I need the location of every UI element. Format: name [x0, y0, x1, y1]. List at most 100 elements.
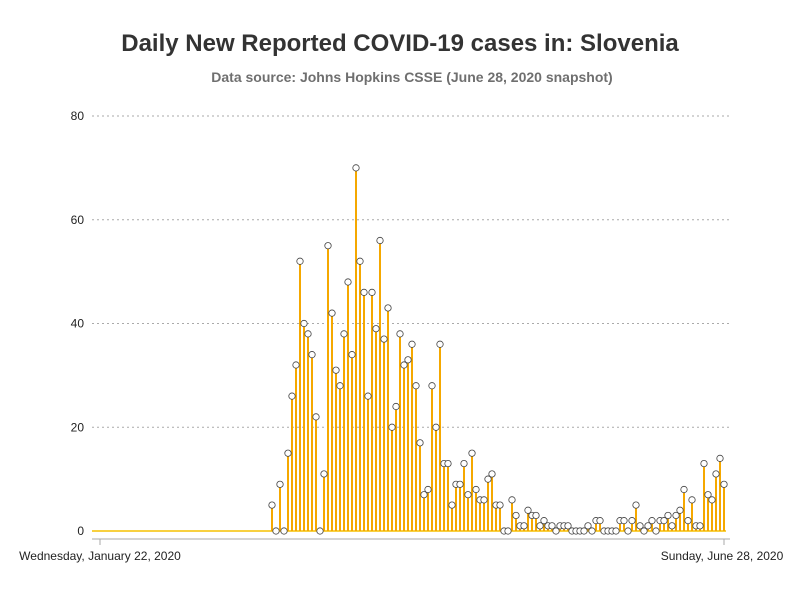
- data-point[interactable]: [512, 511, 520, 520]
- data-point[interactable]: [300, 319, 308, 328]
- data-point[interactable]: [540, 517, 548, 525]
- data-point[interactable]: [480, 496, 488, 504]
- data-point[interactable]: [396, 330, 404, 338]
- data-point[interactable]: [332, 366, 340, 374]
- data-point[interactable]: [712, 470, 720, 478]
- data-point[interactable]: [424, 485, 432, 494]
- data-point[interactable]: [468, 449, 476, 457]
- data-point[interactable]: [276, 480, 284, 488]
- data-point[interactable]: [376, 236, 384, 245]
- data-point[interactable]: [432, 423, 440, 431]
- data-point[interactable]: [420, 491, 428, 499]
- data-point[interactable]: [328, 309, 336, 317]
- data-point[interactable]: [428, 382, 436, 390]
- data-point[interactable]: [644, 522, 652, 530]
- data-point[interactable]: [564, 522, 572, 530]
- data-point[interactable]: [652, 527, 660, 535]
- data-point[interactable]: [364, 392, 372, 400]
- data-point[interactable]: [308, 351, 316, 359]
- data-point[interactable]: [596, 517, 604, 525]
- data-point[interactable]: [412, 382, 420, 390]
- data-point[interactable]: [312, 413, 320, 421]
- data-point[interactable]: [360, 288, 368, 296]
- data-point[interactable]: [280, 527, 288, 535]
- data-point[interactable]: [584, 522, 592, 530]
- data-point[interactable]: [400, 361, 408, 369]
- data-point[interactable]: [304, 330, 312, 338]
- data-point[interactable]: [660, 517, 668, 525]
- data-point[interactable]: [688, 496, 696, 504]
- data-point[interactable]: [436, 340, 444, 348]
- data-point[interactable]: [388, 423, 396, 431]
- data-point[interactable]: [648, 517, 656, 525]
- data-point[interactable]: [508, 496, 516, 504]
- data-point[interactable]: [548, 522, 556, 530]
- data-point[interactable]: [588, 527, 596, 535]
- data-point[interactable]: [416, 439, 424, 447]
- y-tick-label: 0: [77, 524, 84, 538]
- data-point[interactable]: [488, 470, 496, 478]
- data-point[interactable]: [284, 449, 292, 457]
- data-point[interactable]: [324, 242, 332, 250]
- data-point[interactable]: [696, 522, 704, 530]
- data-point[interactable]: [316, 527, 324, 535]
- data-point[interactable]: [392, 402, 400, 411]
- data-point[interactable]: [288, 392, 296, 400]
- data-point[interactable]: [552, 527, 560, 535]
- data-point[interactable]: [668, 522, 676, 530]
- data-point[interactable]: [504, 527, 512, 535]
- data-point[interactable]: [368, 288, 376, 296]
- data-point[interactable]: [632, 501, 640, 509]
- data-point[interactable]: [472, 485, 480, 494]
- data-point[interactable]: [408, 340, 416, 348]
- data-point[interactable]: [580, 527, 588, 535]
- data-point[interactable]: [380, 335, 388, 343]
- data-point[interactable]: [292, 361, 300, 369]
- data-point[interactable]: [672, 511, 680, 520]
- data-point[interactable]: [448, 501, 456, 509]
- data-point[interactable]: [336, 382, 344, 390]
- data-point[interactable]: [320, 470, 328, 478]
- axis-layer: 0 20 40 60 80 Wednesday, January 22, 2020 Sund…: [19, 109, 783, 563]
- data-point[interactable]: [536, 522, 544, 530]
- data-point[interactable]: [708, 496, 716, 504]
- data-point[interactable]: [636, 522, 644, 530]
- data-point[interactable]: [356, 257, 364, 265]
- data-point[interactable]: [384, 304, 392, 312]
- data-point[interactable]: [484, 475, 492, 483]
- data-point[interactable]: [700, 459, 708, 468]
- data-point[interactable]: [716, 454, 724, 462]
- data-point[interactable]: [612, 527, 620, 535]
- x-tick-label-start: Wednesday, January 22, 2020: [19, 549, 181, 563]
- data-point[interactable]: [664, 511, 672, 520]
- data-point[interactable]: [372, 325, 380, 333]
- data-point[interactable]: [268, 501, 276, 509]
- data-point[interactable]: [704, 491, 712, 499]
- data-point[interactable]: [340, 330, 348, 338]
- data-point[interactable]: [520, 522, 528, 530]
- data-point[interactable]: [456, 480, 464, 488]
- data-point[interactable]: [676, 506, 684, 514]
- data-point[interactable]: [680, 485, 688, 494]
- data-point[interactable]: [272, 527, 280, 535]
- x-tick-label-end: Sunday, June 28, 2020: [661, 549, 784, 563]
- data-point[interactable]: [296, 257, 304, 265]
- data-point[interactable]: [532, 511, 540, 520]
- data-point[interactable]: [460, 459, 468, 468]
- data-point[interactable]: [344, 278, 352, 286]
- data-point[interactable]: [496, 501, 504, 509]
- data-point[interactable]: [620, 517, 628, 525]
- data-point[interactable]: [348, 351, 356, 359]
- data-point[interactable]: [444, 459, 452, 468]
- data-point[interactable]: [352, 164, 360, 172]
- data-point[interactable]: [684, 517, 692, 525]
- data-point[interactable]: [628, 517, 636, 525]
- data-point[interactable]: [404, 356, 412, 364]
- data-point[interactable]: [464, 491, 472, 499]
- data-point[interactable]: [624, 527, 632, 535]
- data-point[interactable]: [524, 506, 532, 514]
- y-tick-label: 20: [71, 420, 85, 434]
- data-point[interactable]: [640, 527, 648, 535]
- data-point[interactable]: [720, 480, 728, 488]
